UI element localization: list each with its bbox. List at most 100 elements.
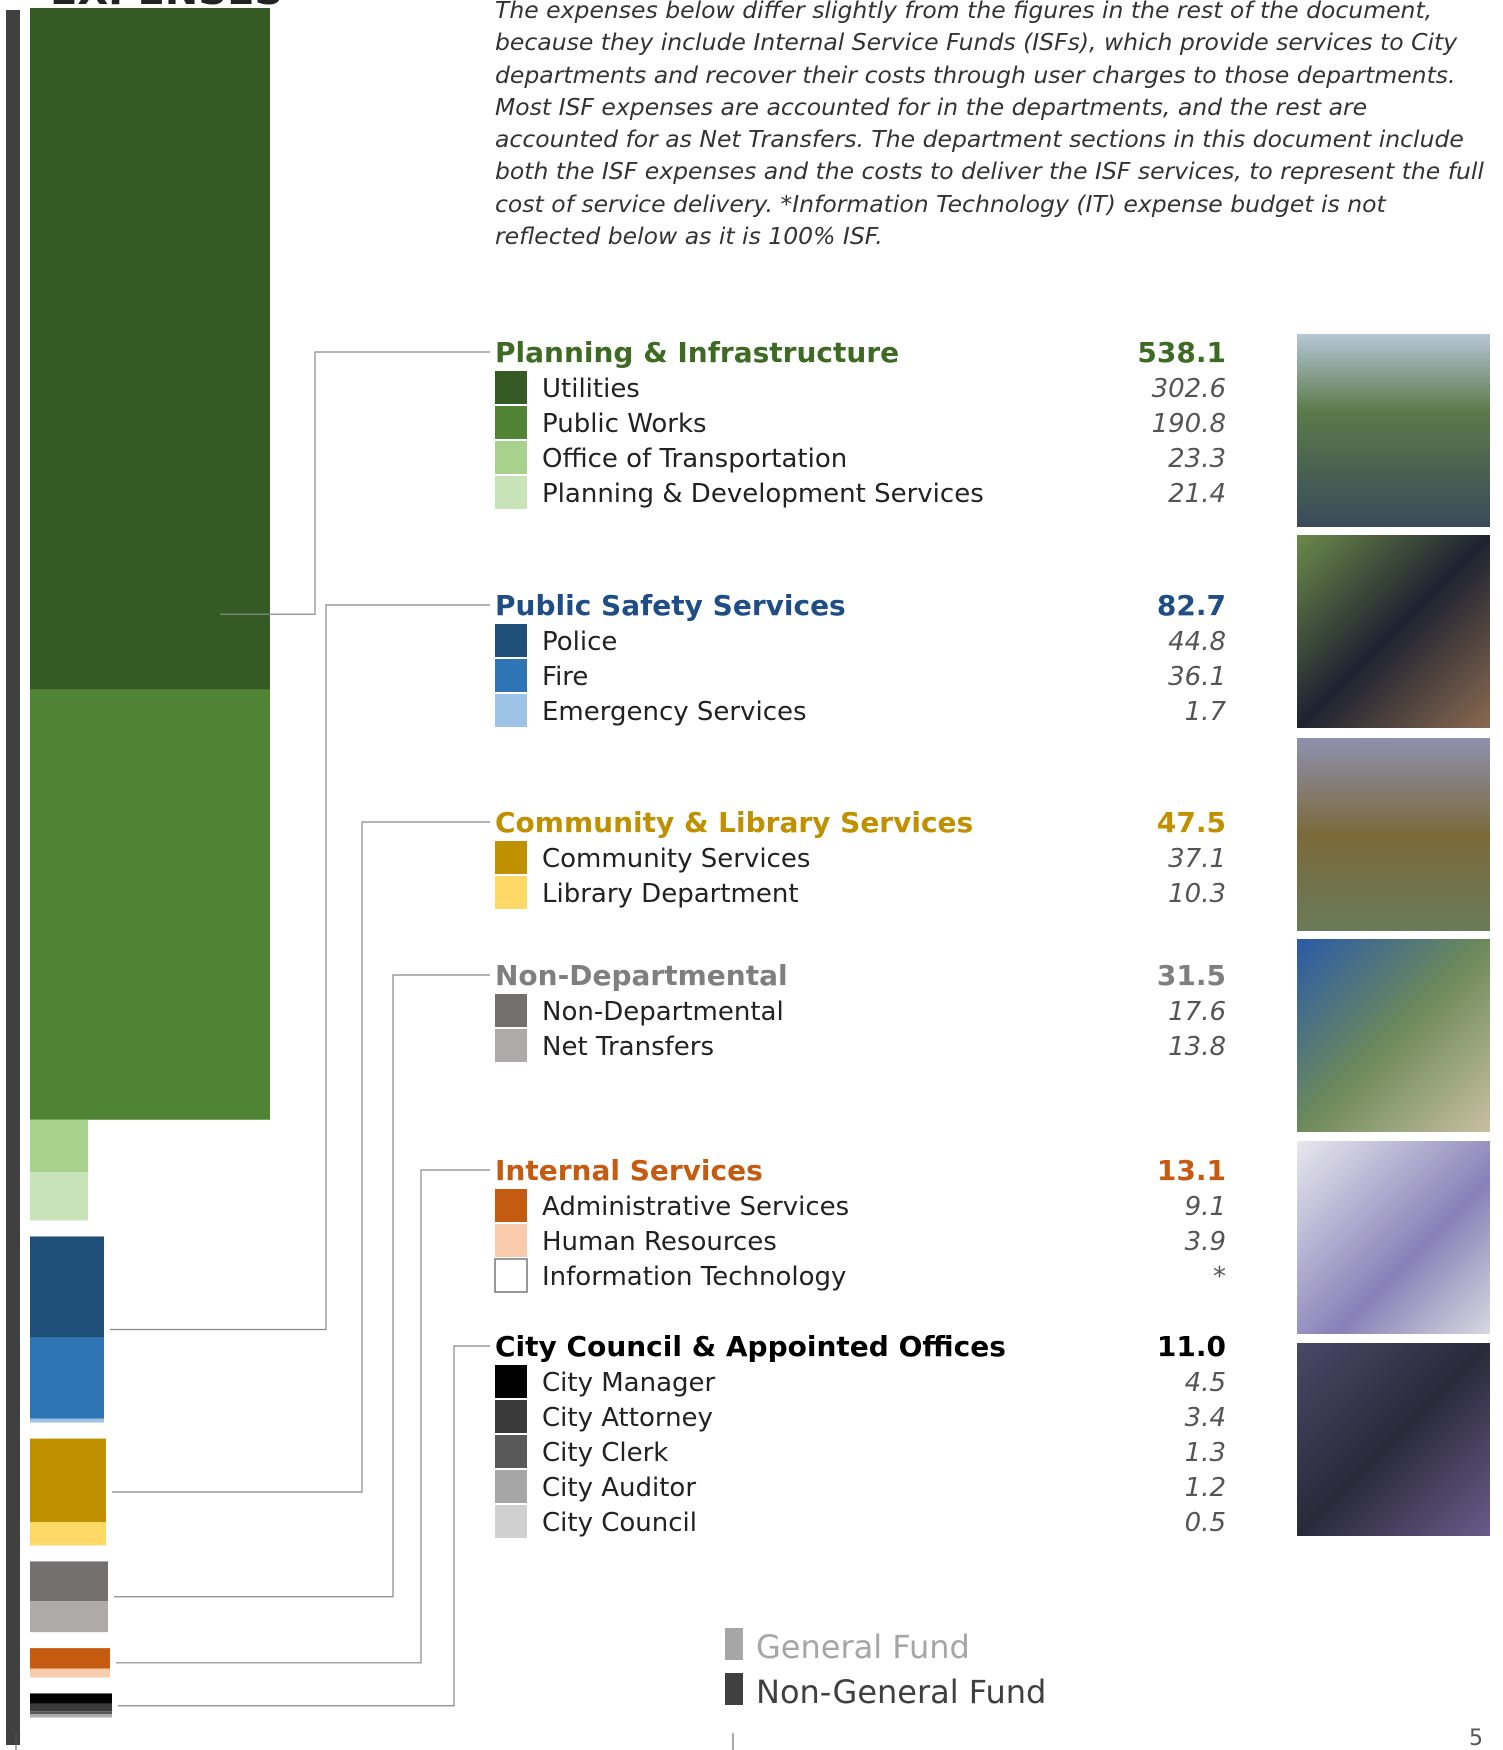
item-name: Library Department [542, 879, 799, 909]
item-value: 9.1 [1185, 1192, 1226, 1222]
group-total: 11.0 [1157, 1330, 1226, 1363]
infographic: EXPENSES 5 Planning & Infrastructure538.… [0, 0, 1503, 1750]
item-name: Emergency Services [542, 697, 807, 727]
photo [1297, 1343, 1490, 1536]
item-name: Community Services [542, 844, 810, 874]
group-total: 47.5 [1157, 806, 1226, 839]
swatch [495, 841, 527, 874]
group-total: 82.7 [1157, 589, 1226, 622]
photos [1297, 334, 1490, 1536]
legend-label: Non-General Fund [756, 1673, 1046, 1711]
page-number: 5 [1469, 1726, 1483, 1750]
group-name: City Council & Appointed Offices [495, 1330, 1006, 1363]
item-value: 21.4 [1168, 479, 1226, 509]
expense-segment [30, 1669, 110, 1678]
item-value: 10.3 [1168, 879, 1226, 909]
item-name: Fire [542, 662, 588, 692]
expense-segment [30, 690, 270, 1120]
swatch [495, 1224, 527, 1257]
item-name: Information Technology [542, 1262, 846, 1292]
item-name: Police [542, 627, 617, 657]
swatch [495, 406, 527, 439]
item-value: 37.1 [1168, 844, 1226, 874]
item-name: Non-Departmental [542, 997, 784, 1027]
expense-segment [30, 1601, 108, 1632]
expense-segment [30, 1693, 112, 1703]
photo [1297, 1141, 1490, 1334]
swatch [495, 441, 527, 474]
fund-bar [6, 10, 20, 1745]
legend-swatch [725, 1628, 743, 1660]
group-total: 13.1 [1157, 1154, 1226, 1187]
swatch [495, 1029, 527, 1062]
item-value: 302.6 [1152, 374, 1226, 404]
photo [1297, 738, 1490, 931]
swatch [495, 994, 527, 1027]
expense-segment [30, 1714, 112, 1717]
group-name: Community & Library Services [495, 806, 973, 839]
expense-segment [30, 1337, 104, 1418]
item-name: Administrative Services [542, 1192, 849, 1222]
leader-line [116, 1170, 490, 1663]
item-value: 1.2 [1185, 1473, 1226, 1503]
item-value: 0.5 [1185, 1508, 1226, 1538]
item-value: 23.3 [1168, 444, 1226, 474]
swatch [495, 1259, 527, 1292]
swatch [495, 1189, 527, 1222]
expense-segment [30, 1172, 88, 1220]
expense-segment [30, 1648, 110, 1669]
item-name: Utilities [542, 374, 640, 404]
item-name: Human Resources [542, 1227, 777, 1257]
photo [1297, 939, 1490, 1132]
item-value: 1.7 [1185, 697, 1227, 727]
photo [1297, 334, 1490, 527]
swatch [495, 624, 527, 657]
expense-segment [30, 1419, 104, 1423]
item-value: 13.8 [1168, 1032, 1226, 1062]
item-name: City Manager [542, 1368, 716, 1398]
item-name: City Council [542, 1508, 697, 1538]
item-name: City Attorney [542, 1403, 713, 1433]
intro-note: The expenses below differ slightly from … [495, 0, 1495, 252]
expense-segment [30, 1704, 112, 1712]
group-total: 538.1 [1137, 336, 1226, 369]
expense-segment [30, 1522, 106, 1545]
expense-segment [30, 8, 270, 690]
item-value: 44.8 [1168, 627, 1226, 657]
item-value: 4.5 [1185, 1368, 1226, 1398]
swatch [495, 371, 527, 404]
item-value: 3.9 [1185, 1227, 1226, 1257]
page: EXPENSES 5 Planning & Infrastructure538.… [0, 0, 1503, 1750]
expense-segment [30, 1439, 106, 1523]
legend-label: General Fund [756, 1628, 970, 1666]
leader-line [118, 1346, 490, 1706]
swatch [495, 694, 527, 727]
swatch [495, 1435, 527, 1468]
item-name: City Clerk [542, 1438, 668, 1468]
item-name: Planning & Development Services [542, 479, 984, 509]
swatch [495, 1365, 527, 1398]
item-value: 3.4 [1185, 1403, 1226, 1433]
item-name: Net Transfers [542, 1032, 714, 1062]
expense-segment [30, 1711, 112, 1714]
group-name: Public Safety Services [495, 589, 846, 622]
group-name: Non-Departmental [495, 959, 788, 992]
item-name: City Auditor [542, 1473, 696, 1503]
item-name: Public Works [542, 409, 707, 439]
item-name: Office of Transportation [542, 444, 847, 474]
item-value: 1.3 [1185, 1438, 1226, 1468]
item-value: 17.6 [1168, 997, 1226, 1027]
swatch [495, 876, 527, 909]
expense-segment [30, 1120, 88, 1173]
photo [1297, 535, 1490, 728]
swatch [495, 476, 527, 509]
group-name: Planning & Infrastructure [495, 336, 899, 369]
expense-segment [30, 1236, 104, 1337]
swatch [495, 659, 527, 692]
legend-swatch [725, 1673, 743, 1705]
item-value: 36.1 [1168, 662, 1226, 692]
item-value: 190.8 [1152, 409, 1226, 439]
expense-segment [30, 1717, 112, 1718]
item-value: * [1213, 1262, 1226, 1292]
swatch [495, 1505, 527, 1538]
